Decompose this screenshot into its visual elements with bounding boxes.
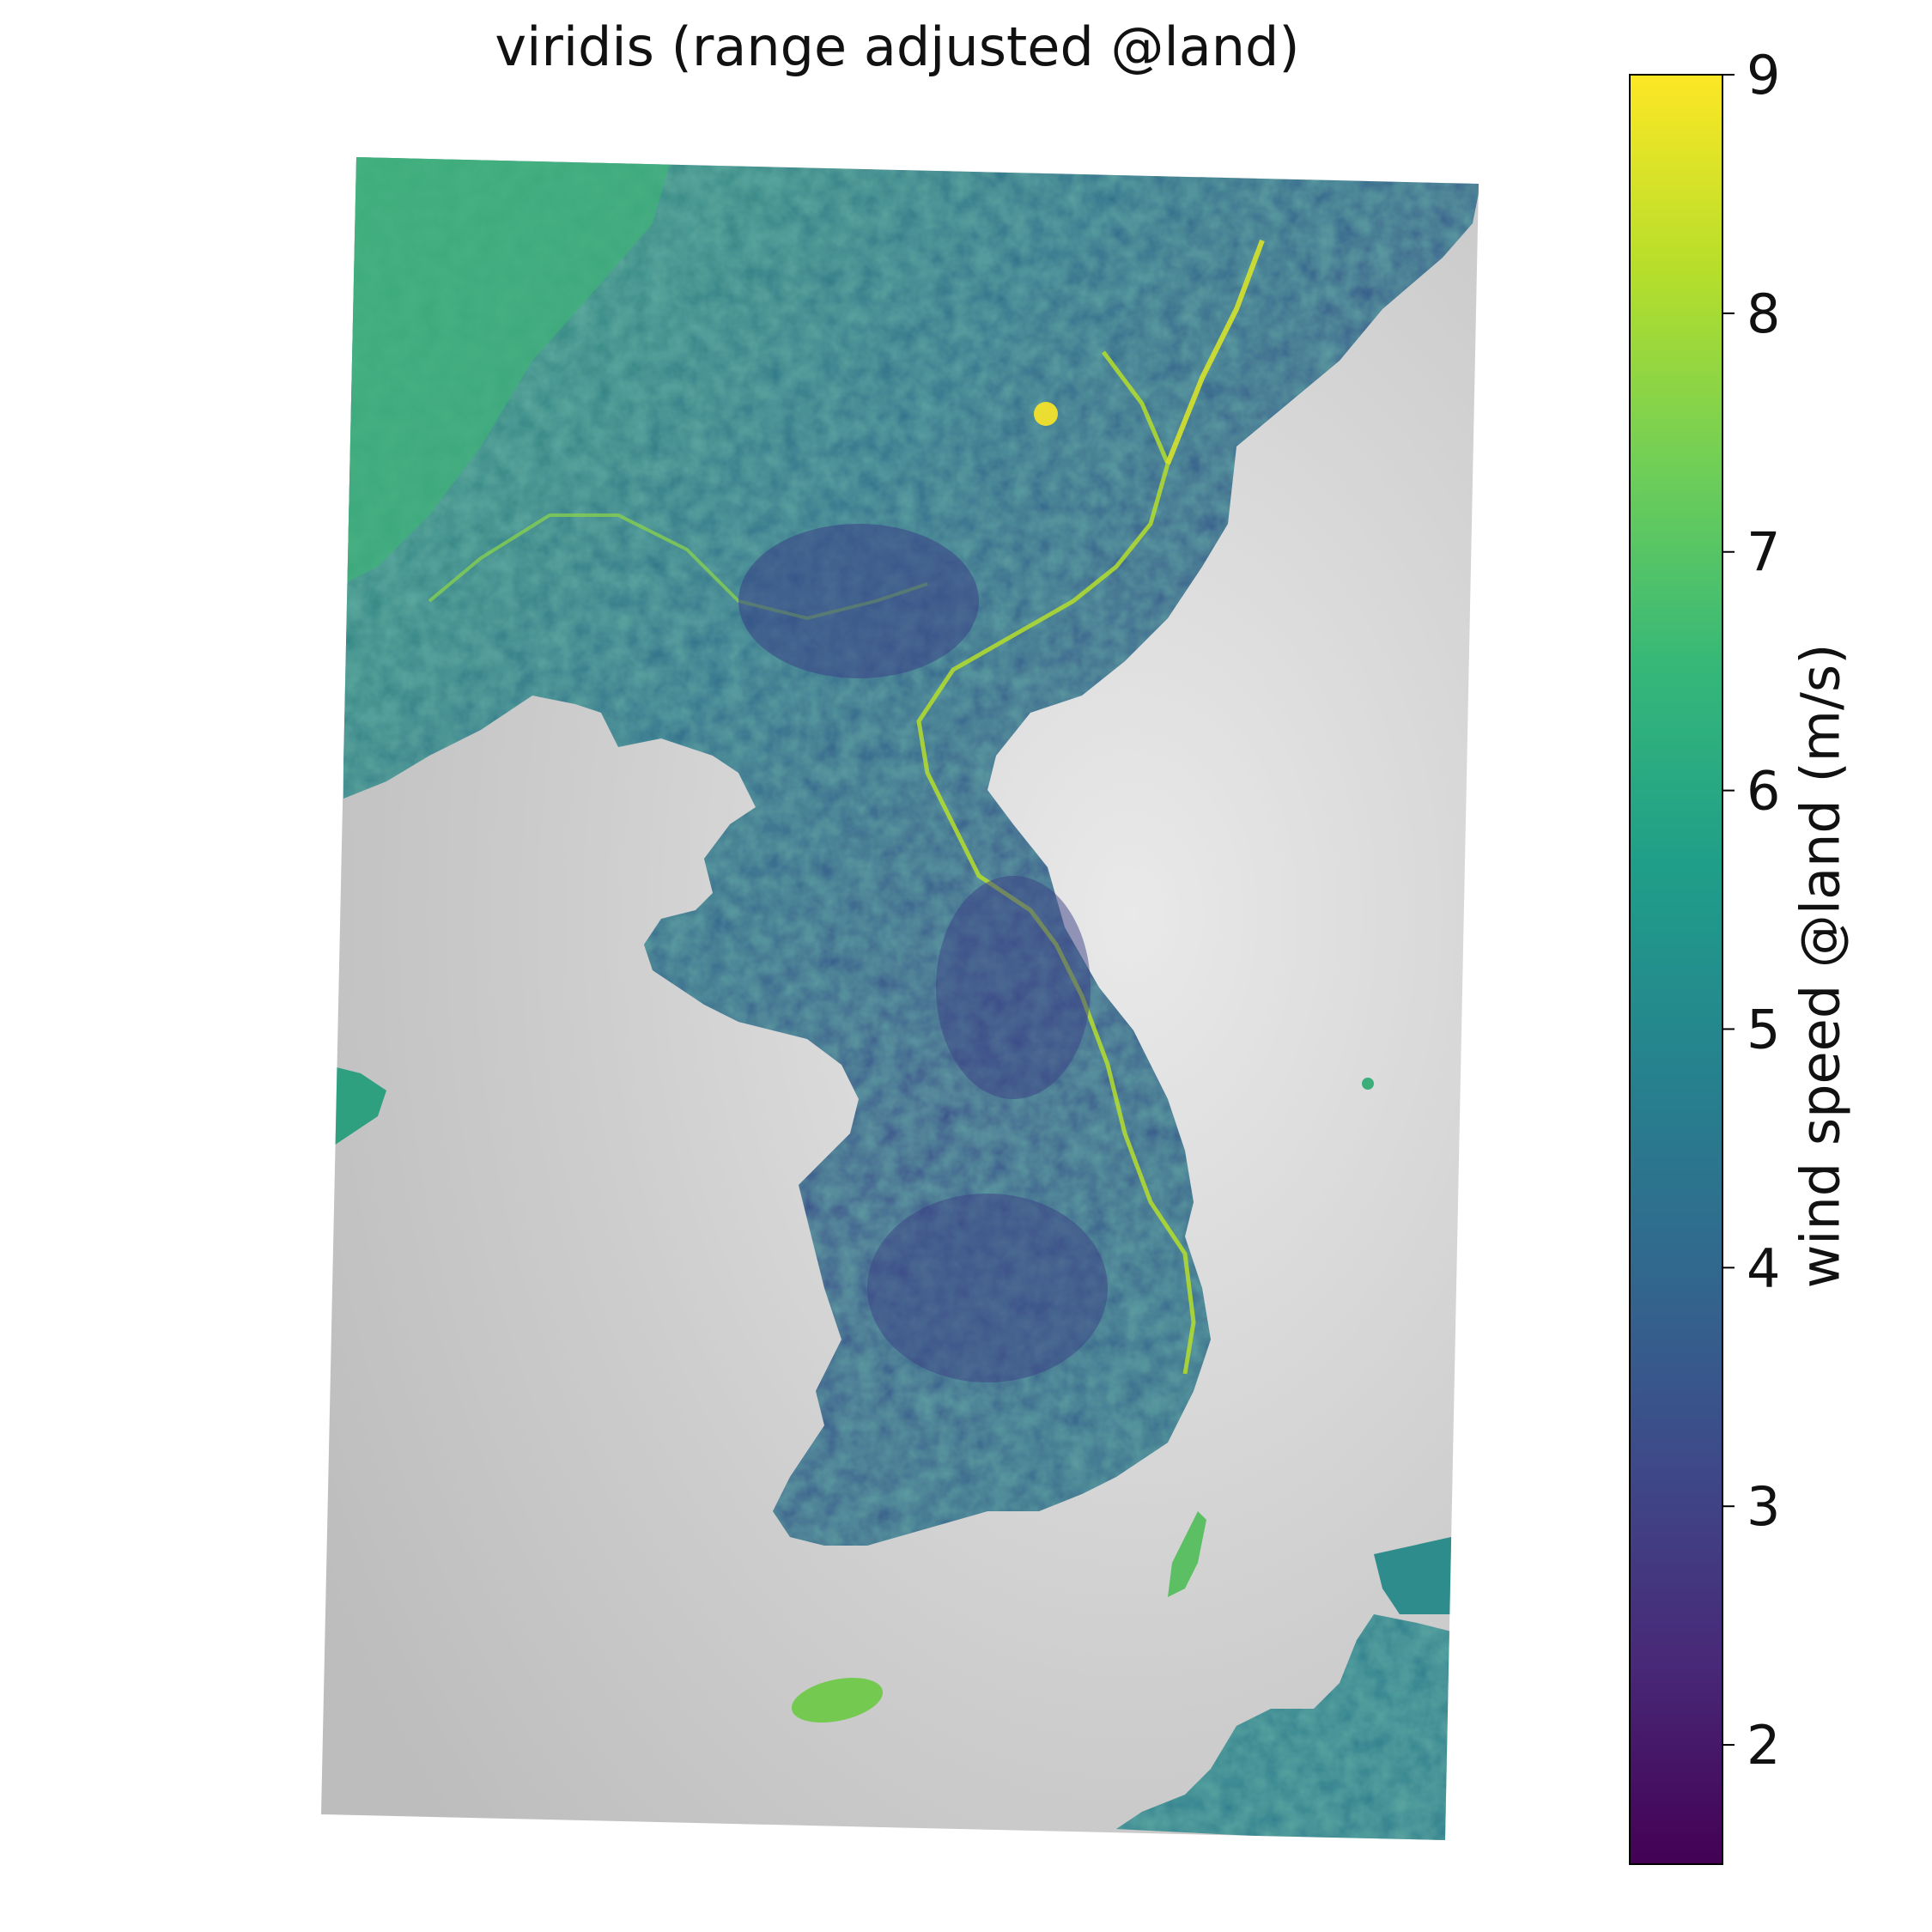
colorbar-tick-label: 2 — [1747, 1714, 1780, 1777]
colorbar-tick-label: 5 — [1747, 998, 1780, 1060]
japan-honshu-tip — [1374, 1537, 1455, 1614]
ridge-highlight-2 — [1165, 239, 1265, 465]
peak-highlight — [1034, 402, 1058, 426]
low-wind-area — [738, 524, 979, 678]
colorbar — [1629, 74, 1723, 1865]
jeju-island — [791, 1677, 884, 1723]
map-title: viridis (range adjusted @land) — [495, 15, 1300, 78]
northwest-plain — [343, 157, 670, 584]
japan-land — [1116, 1537, 1460, 1840]
ulleung-island — [1362, 1078, 1374, 1090]
tsushima-island — [1168, 1511, 1206, 1597]
low-wind-area-3 — [867, 1194, 1108, 1382]
colorbar-label: wind speed @land (m/s) — [1789, 643, 1852, 1289]
land-layer — [326, 157, 1479, 1840]
colorbar-tick-label: 7 — [1747, 521, 1780, 584]
colorbar-tick-label: 6 — [1747, 760, 1780, 823]
ridge-highlight — [916, 350, 1196, 1375]
low-wind-area-2 — [936, 876, 1091, 1099]
colorbar-ticks: 2 3 4 5 6 7 8 9 — [1722, 44, 1780, 1777]
shandong-peninsula — [326, 1065, 386, 1151]
colorbar-tick-label: 3 — [1747, 1475, 1780, 1538]
mainland-land — [343, 157, 1479, 1546]
colorbar-tick-label: 8 — [1747, 283, 1780, 345]
colorbar-tick-label: 9 — [1747, 44, 1780, 106]
colorbar-tick-label: 4 — [1747, 1236, 1780, 1299]
